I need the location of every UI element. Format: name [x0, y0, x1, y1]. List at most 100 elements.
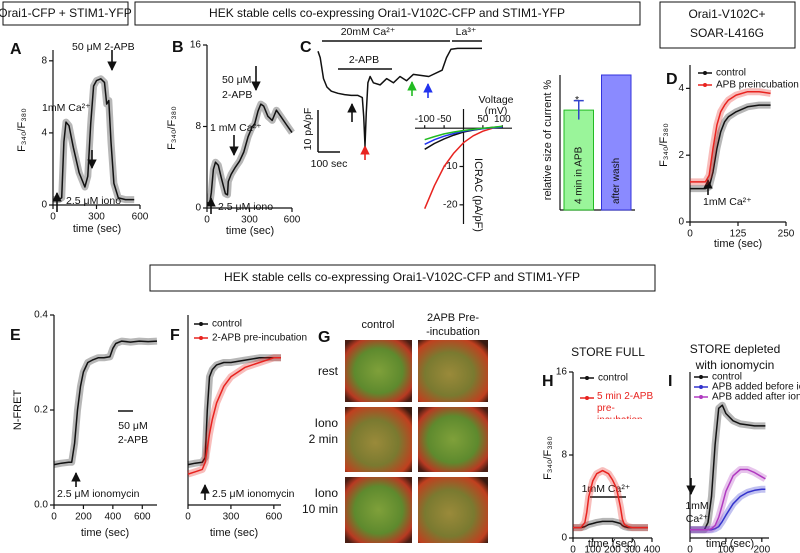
legend-marker: [585, 396, 589, 400]
x-tick-label: 100: [718, 545, 735, 553]
header-boxes: [2, 1, 796, 292]
micrograph: [345, 340, 412, 402]
data-line: [690, 104, 771, 190]
legend-label: APB preincubation: [716, 80, 799, 91]
annotation: 2.5 μM ionomycin: [57, 488, 140, 500]
y-tick-label: 0.0: [34, 500, 48, 511]
annotation: 2.5 μM iono: [218, 201, 273, 213]
header-text: Orai1-V102C+: [688, 7, 765, 21]
legend-marker: [703, 83, 707, 87]
column-label: -incubation: [426, 326, 480, 338]
y-tick-label: 0: [195, 203, 201, 214]
chart-title: STORE FULL: [571, 345, 645, 359]
chart-title: with ionomycin: [695, 358, 775, 372]
data-line: [424, 125, 503, 141]
x-tick-label: 125: [730, 229, 747, 240]
annotation: Ca²⁺: [686, 513, 709, 525]
legend-label: 2-APB pre-incubation: [212, 333, 307, 344]
x-tick-label: 0: [687, 229, 693, 240]
x-tick-label: 400: [644, 545, 661, 553]
error-band: [690, 101, 771, 193]
y-axis-label: F₃₄₀/F₃₈₀: [166, 106, 178, 150]
error-band: [53, 75, 135, 204]
bar-label: 4 min in APB: [573, 146, 584, 204]
annotation: *: [575, 94, 579, 106]
legend-marker: [703, 71, 707, 75]
x-axis-label: time (sec): [588, 538, 636, 550]
annotation: 50 μM: [222, 74, 251, 86]
x-tick-label: 600: [284, 215, 301, 226]
micrograph: [418, 407, 488, 472]
annotation: 2.5 μM ionomycin: [212, 488, 295, 500]
annotation: 2-APB: [349, 54, 379, 66]
y-tick-label: 0: [561, 533, 567, 544]
annotation: 50 μM 2-APB: [72, 41, 135, 53]
row-label: rest: [318, 364, 339, 378]
header-text: Orai1-CFP + STIM1-YFP: [0, 6, 132, 20]
legend-marker: [199, 336, 203, 340]
y-tick-label: 8: [561, 450, 567, 461]
micrograph: [345, 407, 412, 472]
x-tick-label: 0: [185, 512, 191, 523]
panel-letter: H: [542, 373, 554, 390]
annotation: La³⁺: [456, 26, 477, 38]
legend-marker: [699, 375, 703, 379]
data-line: [187, 357, 281, 475]
annotation: 2-APB: [118, 434, 148, 446]
y-tick-label: 4: [678, 83, 684, 94]
annotation: 10 pA/pF: [302, 108, 314, 151]
data-line: [187, 357, 281, 466]
y-tick-label: 0: [678, 217, 684, 228]
x-tick-label: 300: [223, 512, 240, 523]
column-label: 2APB Pre-: [427, 312, 479, 324]
data-line: [690, 468, 766, 531]
x-tick-label: 300: [88, 212, 105, 223]
x-tick-label: 300: [624, 545, 641, 553]
y-tick-label: 0.2: [34, 405, 48, 416]
header-text: HEK stable cells co-expressing Orai1-V10…: [209, 6, 565, 20]
bar-label: after wash: [611, 158, 622, 204]
annotation: 20mM Ca²⁺: [341, 26, 396, 38]
x-tick-label: 100: [494, 114, 511, 125]
annotation: 1mM Ca²⁺: [42, 102, 91, 114]
annotation: 100 sec: [311, 158, 348, 170]
x-tick-label: 0: [50, 212, 56, 223]
x-axis-label: time (sec): [714, 238, 762, 250]
error-band: [53, 337, 158, 469]
y-axis-label: F₃₄₀/F₃₈₀: [658, 123, 670, 167]
panel-letter: G: [318, 329, 330, 346]
y-tick-label: -20: [443, 199, 458, 210]
data-line: [690, 90, 771, 183]
x-axis-label: time (sec): [73, 223, 121, 235]
x-tick-label: 200: [75, 512, 92, 523]
micrographs: [345, 340, 488, 543]
legend-marker: [585, 376, 589, 380]
header-box: [2, 1, 129, 26]
data-line: [207, 103, 293, 204]
annotation: 2.5 μM iono: [66, 195, 121, 207]
y-axis-label: F₃₄₀/F₃₈₀: [542, 436, 554, 480]
data-line: [53, 340, 158, 466]
y-axis-label: relative size of current %: [542, 80, 554, 201]
x-axis-label: time (sec): [226, 225, 274, 237]
x-tick-label: 300: [241, 215, 258, 226]
column-label: control: [361, 319, 394, 331]
x-tick-label: -100: [415, 114, 435, 125]
x-tick-label: 200: [753, 545, 770, 553]
panel-letter: I: [668, 373, 672, 390]
y-tick-label: 8: [41, 55, 47, 66]
legend-label: control: [712, 372, 742, 383]
x-tick-label: 50: [477, 114, 489, 125]
y-tick-label: 16: [190, 40, 202, 51]
annotation: 1 mM Ca²⁺: [210, 122, 262, 134]
y-tick-label: -10: [443, 161, 458, 172]
row-label: 2 min: [309, 432, 338, 446]
row-label: Iono: [315, 416, 339, 430]
annotation: 1mM: [685, 500, 708, 512]
header-box: [659, 1, 796, 49]
panel-letter: F: [170, 327, 180, 344]
legend-marker: [199, 322, 203, 326]
panel-letter: D: [666, 71, 678, 88]
x-tick-label: 100: [584, 545, 601, 553]
